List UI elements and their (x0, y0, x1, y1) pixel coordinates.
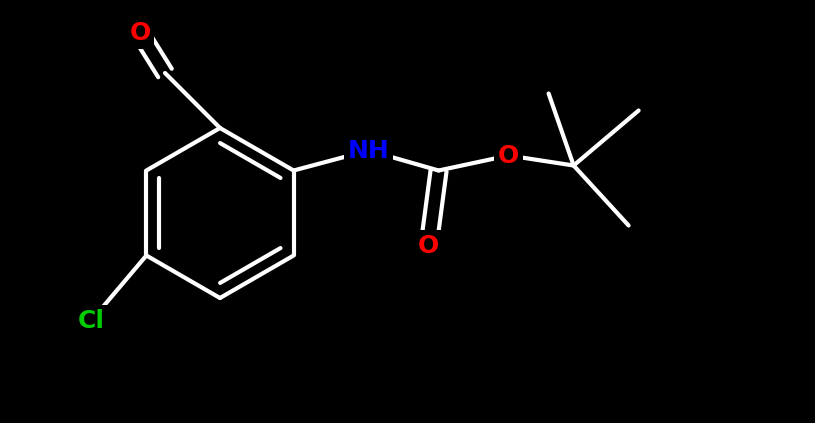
Text: O: O (130, 21, 151, 45)
Text: O: O (418, 233, 439, 258)
Text: NH: NH (348, 138, 390, 162)
Text: O: O (498, 143, 519, 168)
Text: Cl: Cl (78, 308, 105, 332)
